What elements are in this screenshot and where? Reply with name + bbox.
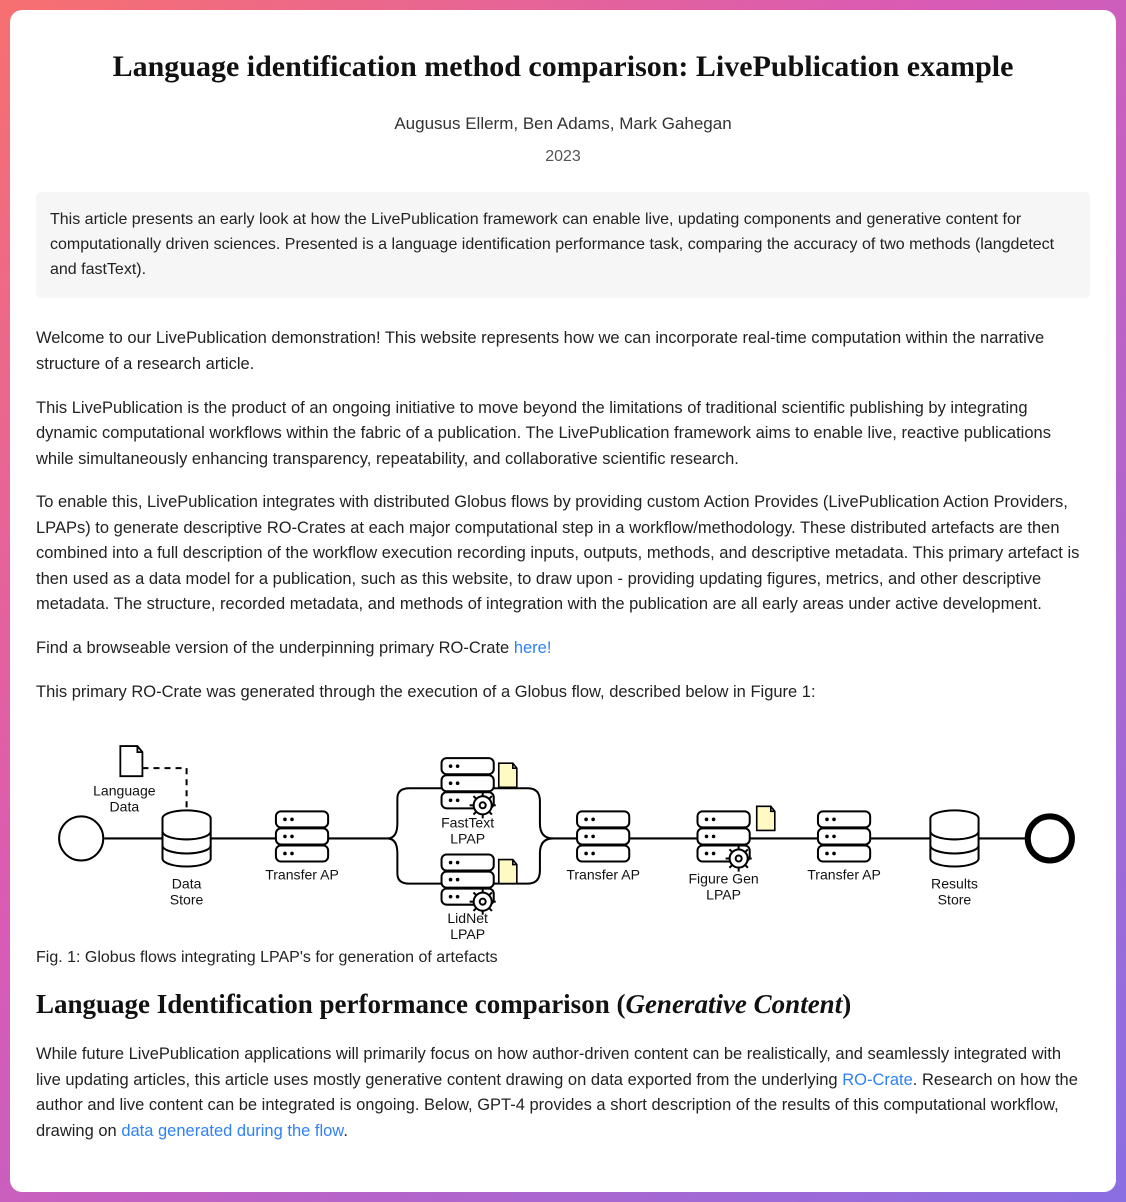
label-data-store-2: Store — [170, 892, 204, 908]
node-results-store — [930, 810, 978, 866]
label-transfer-ap-3: Transfer AP — [807, 867, 881, 883]
node-transfer-ap-3 — [818, 811, 870, 861]
note-figgen — [757, 806, 775, 830]
authors: Augusus Ellerm, Ben Adams, Mark Gahegan — [36, 114, 1090, 134]
note-fasttext — [499, 763, 517, 787]
label-data-store-1: Data — [172, 876, 202, 892]
section-2-heading: Language Identification performance comp… — [36, 989, 1090, 1020]
label-transfer-ap-1: Transfer AP — [265, 867, 339, 883]
figure-1-diagram: Language Data Data Store Transfer AP Fas… — [36, 723, 1090, 939]
paragraph-3: To enable this, LivePublication integrat… — [36, 490, 1090, 618]
note-lidnet — [499, 860, 517, 884]
paragraph-2: This LivePublication is the product of a… — [36, 396, 1090, 473]
node-language-data-doc — [120, 746, 142, 776]
node-data-store — [162, 810, 210, 866]
data-generated-link[interactable]: data generated during the flow — [121, 1122, 343, 1140]
paragraph-4: Find a browseable version of the underpi… — [36, 636, 1090, 662]
paragraph-4-text: Find a browseable version of the underpi… — [36, 639, 514, 657]
section-2-heading-a: Language Identification performance comp… — [36, 989, 625, 1019]
node-end — [1028, 816, 1072, 860]
label-transfer-ap-2: Transfer AP — [566, 867, 640, 883]
section-2-heading-c: ) — [842, 989, 851, 1019]
paragraph-5: This primary RO-Crate was generated thro… — [36, 680, 1090, 706]
year: 2023 — [36, 148, 1090, 166]
label-lidnet-2: LPAP — [450, 926, 485, 939]
label-figgen-1: Figure Gen — [688, 871, 758, 887]
label-fasttext-1: FastText — [441, 815, 494, 831]
flowchart-svg: Language Data Data Store Transfer AP Fas… — [36, 723, 1090, 939]
label-fasttext-2: LPAP — [450, 831, 485, 847]
abstract: This article presents an early look at h… — [36, 192, 1090, 298]
label-language-data-1: Language — [93, 782, 156, 798]
article-page: Language identification method compariso… — [10, 10, 1116, 1192]
node-transfer-ap-2 — [577, 811, 629, 861]
paragraph-6: While future LivePublication application… — [36, 1042, 1090, 1144]
node-transfer-ap-1 — [276, 811, 328, 861]
label-results-1: Results — [931, 876, 978, 892]
paragraph-6-c: . — [343, 1122, 348, 1140]
rocrate-link[interactable]: RO-Crate — [842, 1071, 913, 1089]
node-start — [59, 816, 103, 860]
figure-1-caption: Fig. 1: Globus flows integrating LPAP's … — [36, 949, 1090, 967]
section-2-heading-b: Generative Content — [625, 989, 842, 1019]
rocrate-here-link[interactable]: here! — [514, 639, 552, 657]
paragraph-1: Welcome to our LivePublication demonstra… — [36, 326, 1090, 377]
label-figgen-2: LPAP — [706, 887, 741, 903]
label-lidnet-1: LidNet — [447, 910, 488, 926]
label-language-data-2: Data — [110, 798, 140, 814]
page-title: Language identification method compariso… — [36, 50, 1090, 84]
label-results-2: Store — [938, 892, 972, 908]
